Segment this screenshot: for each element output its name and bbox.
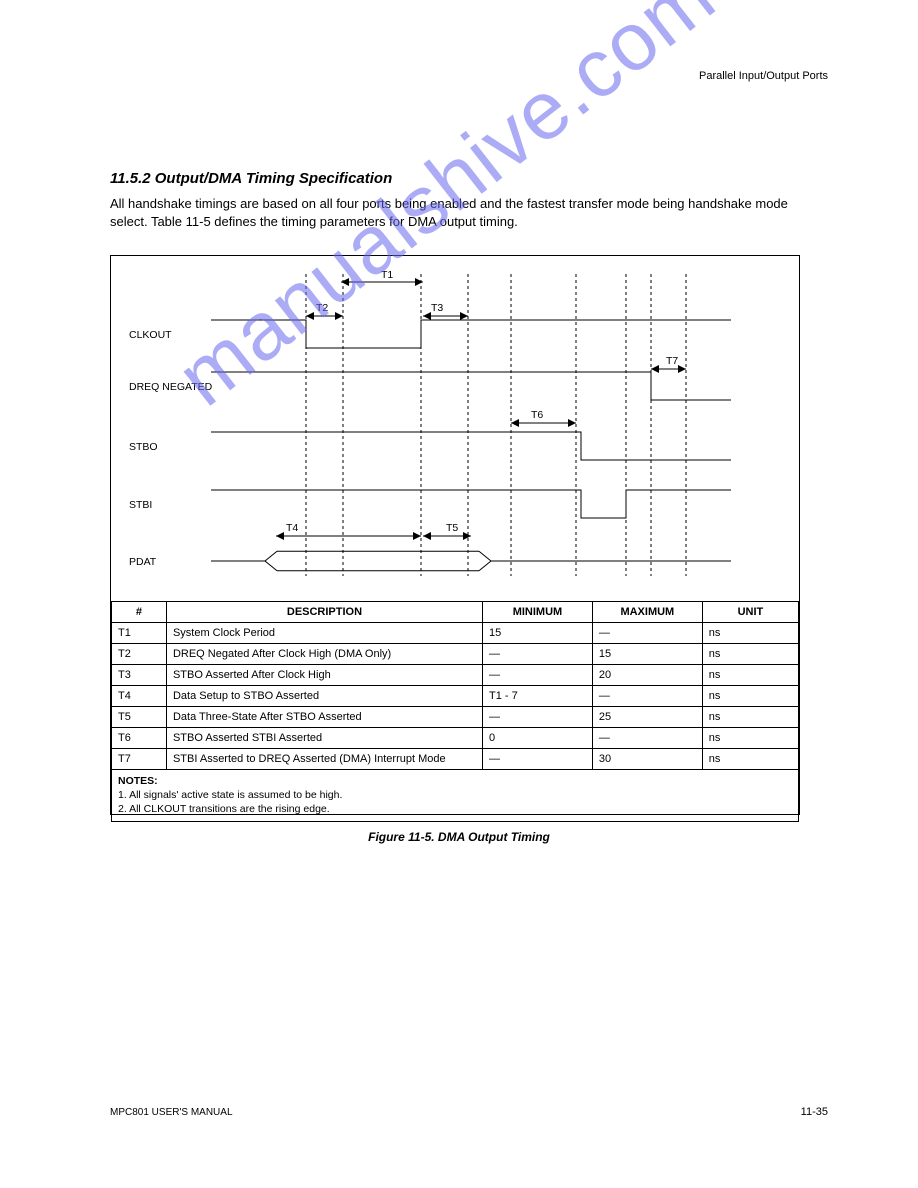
table-cell: STBO Asserted STBI Asserted — [166, 728, 482, 749]
table-cell: — — [482, 644, 592, 665]
timing-table-section: # DESCRIPTION MINIMUM MAXIMUM UNIT T1Sys… — [111, 601, 799, 822]
table-cell: T5 — [112, 707, 167, 728]
timing-table: # DESCRIPTION MINIMUM MAXIMUM UNIT T1Sys… — [111, 602, 799, 822]
figure-box: CLKOUTDREQ NEGATEDSTBOSTBIPDATT1T2T3T4T5… — [110, 255, 800, 815]
svg-text:STBO: STBO — [129, 441, 158, 453]
svg-text:T2: T2 — [316, 302, 328, 314]
header-right: Parallel Input/Output Ports — [699, 70, 828, 82]
table-cell: — — [592, 623, 702, 644]
col-header-desc: DESCRIPTION — [166, 602, 482, 623]
svg-text:T3: T3 — [431, 302, 443, 314]
table-cell: — — [482, 665, 592, 686]
table-cell: — — [482, 707, 592, 728]
svg-text:DREQ NEGATED: DREQ NEGATED — [129, 381, 213, 393]
table-row: T3STBO Asserted After Clock High—20ns — [112, 665, 799, 686]
table-cell: ns — [702, 644, 798, 665]
table-notes: NOTES:1. All signals' active state is as… — [112, 770, 799, 822]
table-cell: ns — [702, 749, 798, 770]
col-header-unit: UNIT — [702, 602, 798, 623]
table-cell: — — [482, 749, 592, 770]
table-header-row: # DESCRIPTION MINIMUM MAXIMUM UNIT — [112, 602, 799, 623]
table-cell: ns — [702, 623, 798, 644]
table-row: T1System Clock Period15—ns — [112, 623, 799, 644]
svg-text:STBI: STBI — [129, 499, 152, 511]
table-cell: 30 — [592, 749, 702, 770]
table-row: T6STBO Asserted STBI Asserted0—ns — [112, 728, 799, 749]
footer-right: 11-35 — [801, 1106, 828, 1118]
svg-text:T6: T6 — [531, 409, 543, 421]
section-body: All handshake timings are based on all f… — [110, 195, 808, 230]
table-cell: — — [592, 686, 702, 707]
table-cell: ns — [702, 686, 798, 707]
table-cell: — — [592, 728, 702, 749]
table-cell: T3 — [112, 665, 167, 686]
table-cell: Data Setup to STBO Asserted — [166, 686, 482, 707]
table-cell: ns — [702, 707, 798, 728]
col-header-num: # — [112, 602, 167, 623]
table-cell: 20 — [592, 665, 702, 686]
table-cell: System Clock Period — [166, 623, 482, 644]
svg-text:T4: T4 — [286, 522, 298, 534]
table-cell: Data Three-State After STBO Asserted — [166, 707, 482, 728]
table-cell: 15 — [592, 644, 702, 665]
table-row: T2DREQ Negated After Clock High (DMA Onl… — [112, 644, 799, 665]
table-cell: STBI Asserted to DREQ Asserted (DMA) Int… — [166, 749, 482, 770]
table-cell: T2 — [112, 644, 167, 665]
table-row: T4Data Setup to STBO AssertedT1 - 7—ns — [112, 686, 799, 707]
table-row: T7STBI Asserted to DREQ Asserted (DMA) I… — [112, 749, 799, 770]
table-cell: 25 — [592, 707, 702, 728]
table-cell: DREQ Negated After Clock High (DMA Only) — [166, 644, 482, 665]
svg-text:PDAT: PDAT — [129, 556, 157, 568]
table-cell: T1 — [112, 623, 167, 644]
svg-text:T7: T7 — [666, 355, 678, 367]
svg-text:CLKOUT: CLKOUT — [129, 329, 172, 341]
footer-left: MPC801 USER'S MANUAL — [110, 1107, 233, 1118]
timing-diagram: CLKOUT DREQ NEGATED STBO STBI PDAT T1 T2 T3 T4 T5… — [111, 256, 799, 601]
table-row: T5Data Three-State After STBO Asserted—2… — [112, 707, 799, 728]
figure-caption: Figure 11-5. DMA Output Timing — [0, 830, 918, 844]
table-cell: STBO Asserted After Clock High — [166, 665, 482, 686]
table-cell: T7 — [112, 749, 167, 770]
svg-text:T1: T1 — [381, 269, 393, 281]
section-title: 11.5.2 Output/DMA Timing Specification — [110, 170, 392, 187]
col-header-min: MINIMUM — [482, 602, 592, 623]
table-cell: 0 — [482, 728, 592, 749]
table-cell: T4 — [112, 686, 167, 707]
table-cell: ns — [702, 665, 798, 686]
table-cell: ns — [702, 728, 798, 749]
svg-text:T5: T5 — [446, 522, 458, 534]
table-cell: 15 — [482, 623, 592, 644]
table-notes-row: NOTES:1. All signals' active state is as… — [112, 770, 799, 822]
table-cell: T6 — [112, 728, 167, 749]
table-cell: T1 - 7 — [482, 686, 592, 707]
col-header-max: MAXIMUM — [592, 602, 702, 623]
